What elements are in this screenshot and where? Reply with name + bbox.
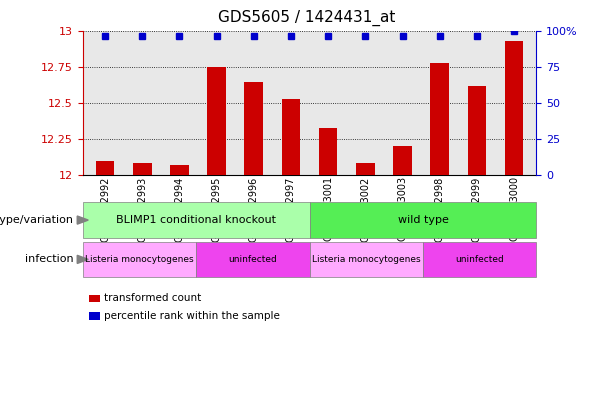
Bar [468, 86, 486, 175]
Bar [133, 163, 151, 175]
Text: Listeria monocytogenes: Listeria monocytogenes [312, 255, 421, 264]
Text: uninfected: uninfected [229, 255, 277, 264]
Text: BLIMP1 conditional knockout: BLIMP1 conditional knockout [116, 215, 276, 225]
Text: Listeria monocytogenes: Listeria monocytogenes [85, 255, 194, 264]
Bar [96, 161, 115, 175]
Bar [504, 42, 524, 175]
Bar [356, 163, 375, 175]
Bar [245, 82, 263, 175]
Bar [430, 63, 449, 175]
Bar [393, 146, 412, 175]
Text: GDS5605 / 1424431_at: GDS5605 / 1424431_at [218, 10, 395, 26]
Bar [170, 165, 189, 175]
Bar [282, 99, 300, 175]
Text: percentile rank within the sample: percentile rank within the sample [104, 311, 280, 321]
Bar [207, 67, 226, 175]
Text: genotype/variation: genotype/variation [0, 215, 74, 225]
Text: infection: infection [25, 254, 74, 264]
Text: uninfected: uninfected [455, 255, 504, 264]
Bar [319, 128, 337, 175]
Text: transformed count: transformed count [104, 293, 202, 303]
Text: wild type: wild type [398, 215, 448, 225]
